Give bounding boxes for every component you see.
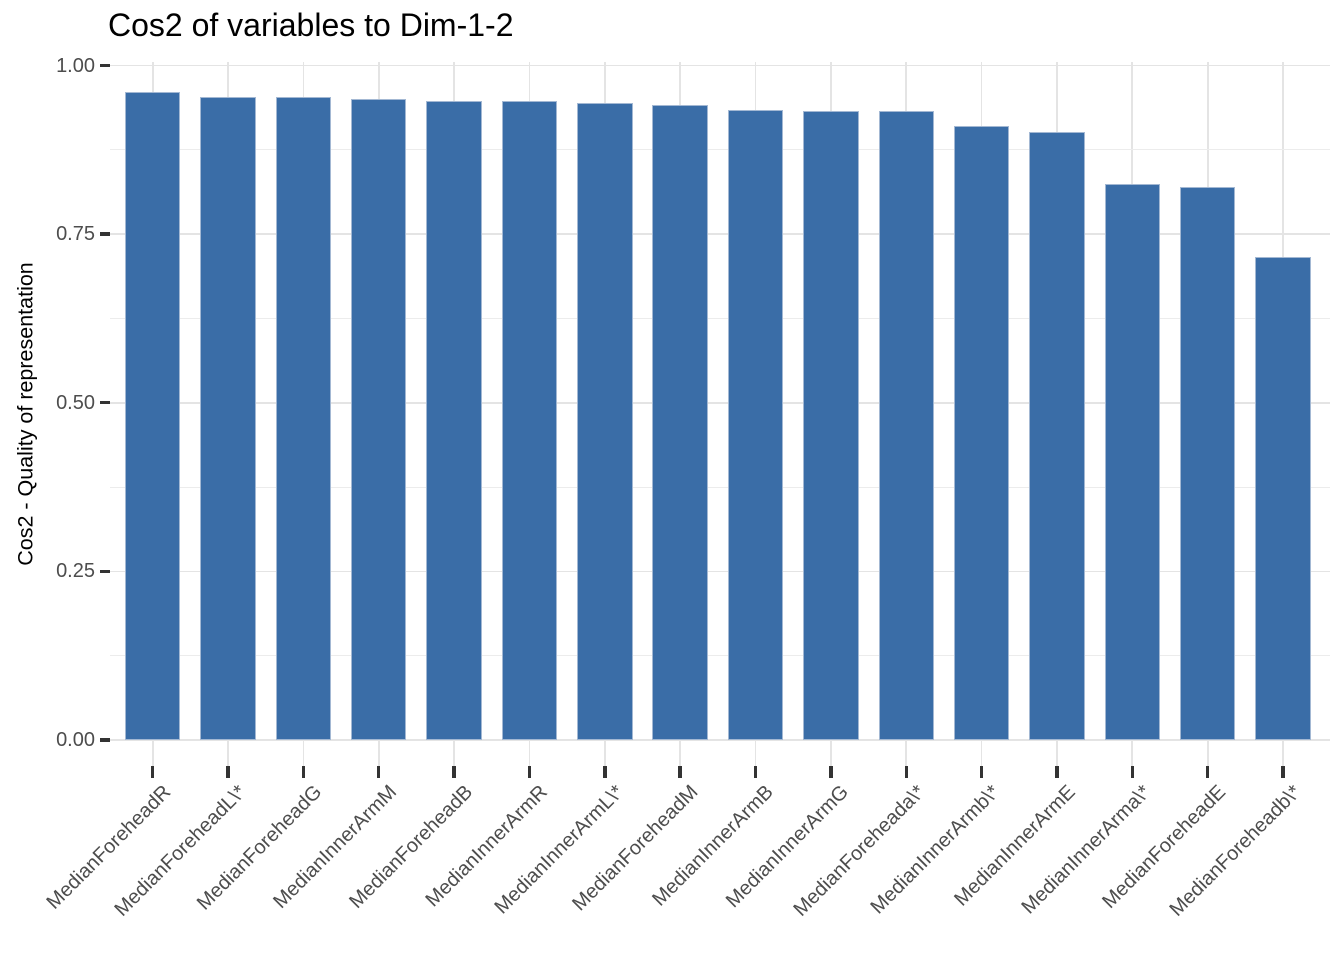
y-tick-label: 0.25	[56, 560, 95, 583]
bar	[1179, 186, 1236, 741]
x-tick	[1205, 766, 1210, 778]
x-tick	[1055, 766, 1059, 778]
bar	[803, 110, 859, 741]
y-tick	[99, 738, 110, 742]
gridline-minor-h	[110, 655, 1330, 657]
x-tick-label: MedianForeheadL\*	[110, 781, 251, 921]
x-tick	[603, 766, 607, 778]
bar	[351, 98, 407, 741]
bar	[200, 97, 256, 741]
x-tick-label: MedianForeheada\*	[789, 781, 929, 921]
x-tick	[377, 766, 381, 778]
x-tick-label: MedianForeheadb\*	[1165, 781, 1306, 921]
gridline-major-h	[110, 570, 1330, 573]
y-tick	[99, 232, 110, 236]
bar	[1029, 132, 1085, 741]
x-tick-label: MedianInnerArmL\*	[489, 781, 628, 919]
x-tick-label: MedianInnerArma\*	[1017, 781, 1155, 919]
bar	[1255, 257, 1311, 741]
x-tick	[979, 766, 984, 778]
x-tick-label: MedianInnerArmb\*	[866, 781, 1005, 919]
x-tick	[151, 766, 155, 778]
y-tick-label: 1.00	[56, 54, 95, 77]
y-tick-label: 0.75	[56, 223, 95, 246]
gridline-major-h	[110, 64, 1330, 67]
y-tick	[99, 401, 110, 405]
x-tick-label: MedianForeheadG	[192, 781, 326, 915]
x-tick	[301, 766, 306, 778]
gridline-major-h	[110, 233, 1330, 235]
bar	[878, 110, 934, 741]
x-tick-label: MedianForeheadM	[568, 781, 703, 916]
chart-title: Cos2 of variables to Dim-1-2	[108, 7, 514, 43]
y-tick-label: 0.00	[56, 729, 95, 751]
x-tick	[829, 766, 833, 778]
bar	[275, 97, 332, 741]
y-tick	[99, 63, 110, 68]
gridline-minor-h	[110, 486, 1330, 488]
bar	[125, 91, 181, 741]
x-tick	[226, 766, 230, 778]
gridline-major-h	[110, 739, 1330, 741]
bar	[426, 100, 482, 741]
gridline-major-h	[110, 402, 1330, 404]
y-tick	[99, 569, 110, 574]
x-tick	[753, 766, 758, 778]
gridline-minor-h	[110, 149, 1330, 151]
x-tick	[904, 766, 908, 778]
gridline-minor-h	[110, 317, 1330, 319]
bar	[652, 104, 708, 741]
x-tick	[452, 766, 456, 778]
bar	[1104, 184, 1160, 741]
x-tick	[678, 766, 682, 778]
x-tick	[1281, 766, 1285, 778]
bar	[953, 125, 1010, 741]
x-tick	[527, 766, 532, 778]
bar	[501, 101, 558, 741]
bar	[727, 110, 784, 741]
bar	[577, 103, 633, 741]
y-tick-label: 0.50	[56, 391, 95, 414]
x-tick	[1130, 766, 1134, 778]
x-tick-label: MedianForeheadR	[42, 781, 176, 914]
